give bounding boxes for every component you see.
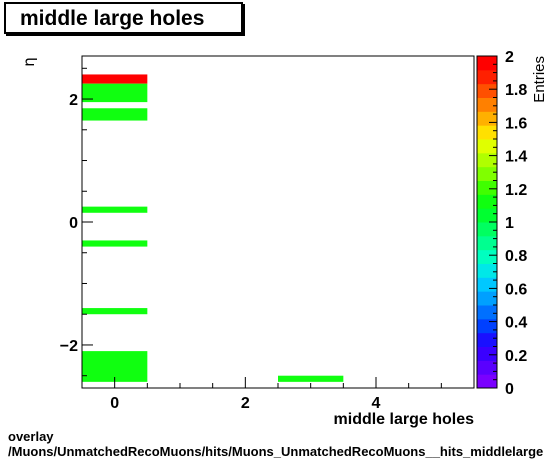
color-scale-swatch [477, 194, 497, 209]
y-tick-label: 2 [69, 92, 78, 109]
chart-title: middle large holes [20, 7, 205, 30]
y-tick-label: −2 [60, 338, 78, 355]
z-tick-label: 2 [505, 49, 514, 66]
color-scale-swatch [477, 208, 497, 223]
color-scale-swatch [477, 97, 497, 112]
z-tick-label: 1.6 [505, 115, 527, 132]
heatmap-cell [82, 351, 148, 382]
color-scale-swatch [477, 152, 497, 168]
color-scale-swatch [477, 166, 497, 181]
heatmap-cell [82, 108, 148, 121]
z-tick-label: 0.2 [505, 348, 527, 365]
z-tick-label: 0.8 [505, 248, 527, 265]
color-scale-swatch [477, 318, 497, 334]
y-tick-label: 0 [69, 215, 78, 232]
heatmap-cell [82, 206, 148, 213]
z-tick-label: 1.2 [505, 182, 527, 199]
color-scale-swatch [477, 56, 497, 71]
color-scale-swatch [477, 374, 497, 389]
heatmap-cells [82, 74, 344, 382]
footer-caption: overlay /Muons/UnmatchedRecoMuons/hits/M… [8, 429, 543, 459]
color-scale-swatch [477, 180, 497, 195]
footer-line-1: overlay [8, 429, 54, 444]
heatmap-cell [82, 83, 148, 103]
color-scale-swatch [477, 263, 497, 278]
color-scale-swatch [477, 125, 497, 140]
heatmap-cell [82, 74, 148, 84]
x-tick-label: 0 [110, 395, 119, 412]
color-scale-swatch [477, 69, 497, 85]
color-scale-swatch [477, 249, 497, 264]
axis-ticks: 0 2 4 −2 0 2 [60, 67, 475, 412]
color-scale-swatch [477, 83, 497, 98]
plot-frame [81, 55, 475, 389]
color-scale-swatch [477, 360, 497, 375]
color-scale-swatch [477, 139, 497, 154]
heatmap-cell [278, 375, 344, 382]
color-scale-swatch [477, 291, 497, 306]
z-tick-label: 1 [505, 215, 514, 232]
x-tick-label: 2 [241, 395, 250, 412]
y-axis-label: η [20, 57, 38, 67]
z-axis-label: Entries [531, 56, 546, 103]
color-scale-swatch [477, 235, 497, 251]
color-scale: 0 0.2 0.4 0.6 0.8 1 1.2 1.4 1.6 1.8 2 [476, 49, 527, 398]
color-scale-swatch [477, 111, 497, 126]
z-tick-label: 0.4 [505, 315, 527, 332]
z-tick-label: 0 [505, 381, 514, 398]
color-scale-swatch [477, 222, 497, 237]
x-tick-label: 4 [372, 395, 381, 412]
heatmap-cell [82, 308, 148, 315]
footer-line-2: /Muons/UnmatchedRecoMuons/hits/Muons_Unm… [8, 444, 544, 459]
z-tick-label: 1.8 [505, 82, 527, 99]
z-tick-label: 1.4 [505, 149, 527, 166]
color-scale-swatch [477, 277, 497, 292]
x-axis-label: middle large holes [334, 411, 475, 428]
z-tick-label: 0.6 [505, 281, 527, 298]
color-scale-swatch [477, 332, 497, 347]
color-scale-swatch [477, 346, 497, 361]
chart-title-box: middle large holes [4, 2, 243, 34]
color-scale-swatch [477, 305, 497, 320]
heatmap-cell [82, 240, 148, 247]
